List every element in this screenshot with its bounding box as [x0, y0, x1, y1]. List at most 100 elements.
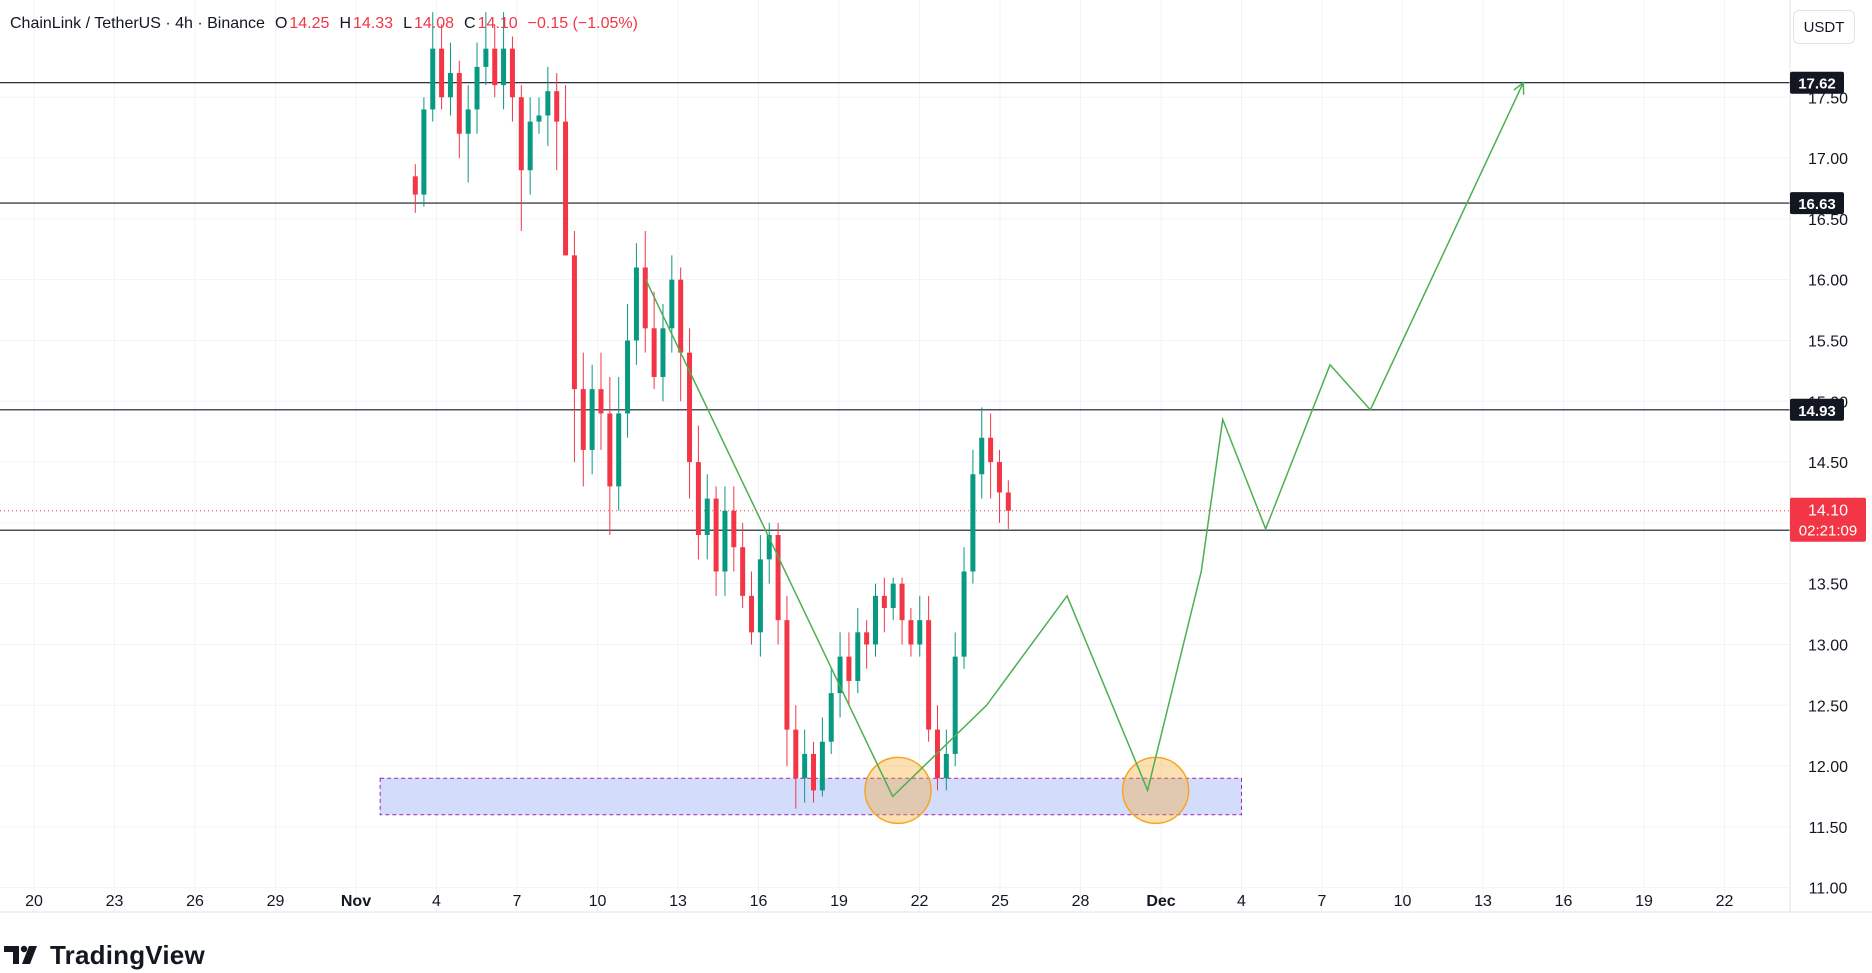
x-tick-label: 16 [1555, 893, 1573, 910]
candle-body [545, 91, 551, 116]
candle-body [731, 510, 737, 548]
candle [554, 72, 560, 171]
candle-body [1005, 492, 1011, 511]
candle-body [430, 48, 436, 110]
candle [979, 407, 985, 499]
price-chart[interactable]: 11.0011.5012.0012.5013.0013.5014.0014.50… [0, 0, 1872, 920]
candle-body [554, 91, 560, 122]
x-tick-label: 22 [911, 893, 929, 910]
candle [509, 36, 515, 122]
y-tick-label: 11.00 [1809, 881, 1848, 898]
open-value: 14.25 [289, 15, 330, 32]
brand-name: TradingView [50, 939, 205, 970]
candle [447, 42, 453, 116]
candle-body [890, 583, 896, 608]
x-tick-label: 13 [1474, 893, 1492, 910]
candle-body [952, 656, 958, 754]
support-zone [379, 777, 1242, 816]
x-tick-label: 19 [1635, 893, 1653, 910]
candle [492, 24, 498, 98]
candle-body [492, 48, 498, 86]
candle [545, 66, 551, 146]
candle-body [465, 109, 471, 134]
y-tick-label: 13.50 [1808, 577, 1848, 594]
candle [642, 231, 648, 353]
candle-body [864, 632, 870, 645]
candle-body [802, 753, 808, 779]
candle [846, 632, 852, 706]
candle-body [518, 97, 524, 171]
close-label: C [464, 15, 476, 32]
candle-body [660, 328, 666, 377]
candle [749, 571, 755, 645]
candle-body [881, 595, 887, 608]
candle-body [669, 279, 675, 329]
y-tick-label: 12.00 [1808, 759, 1848, 776]
candle [784, 595, 790, 767]
candle [430, 12, 436, 122]
y-tick-label: 14.50 [1808, 455, 1848, 472]
candle-body [828, 693, 834, 742]
x-tick-label: 26 [186, 893, 204, 910]
candle-body [607, 413, 613, 487]
level-price-tag: 14.93 [1790, 398, 1844, 421]
candle-body [775, 535, 781, 621]
candle [527, 97, 533, 195]
candle-body [642, 267, 648, 329]
candle [899, 577, 905, 645]
candle [731, 486, 737, 572]
candle [1005, 480, 1011, 529]
low-label: L [403, 15, 412, 32]
candle [881, 577, 887, 633]
candle-body [421, 109, 427, 195]
x-tick-label: 10 [589, 893, 607, 910]
candle-body [483, 48, 489, 67]
candle-body [979, 437, 985, 475]
candle-body [456, 72, 462, 134]
current-price-text: 14.10 [1808, 503, 1848, 520]
candle [571, 231, 577, 463]
candle [970, 449, 976, 584]
candle [625, 304, 631, 438]
y-tick-label: 15.50 [1808, 333, 1848, 350]
level-tag-text: 17.62 [1798, 76, 1836, 93]
candle [704, 474, 710, 560]
projection-arrow-head [1513, 81, 1525, 95]
change-value: −0.15 (−1.05%) [527, 15, 638, 32]
candle [607, 376, 613, 536]
currency-button[interactable]: USDT [1793, 10, 1855, 44]
candle-body [749, 595, 755, 633]
x-tick-label: 29 [267, 893, 285, 910]
candle-body [447, 72, 453, 98]
candle-body [501, 48, 507, 86]
candle-body [855, 632, 861, 681]
candle [563, 85, 569, 256]
candle-body [474, 66, 480, 110]
candle [740, 522, 746, 608]
candle [996, 449, 1002, 523]
close-value: 14.10 [477, 15, 518, 32]
y-tick-label: 17.50 [1808, 90, 1848, 107]
candle [722, 486, 728, 596]
bottom-circle [1121, 756, 1190, 825]
y-tick-label: 11.50 [1809, 820, 1848, 837]
x-tick-label: 10 [1394, 893, 1412, 910]
candle-body [580, 389, 586, 450]
candle-body [917, 620, 923, 645]
candle [828, 668, 834, 754]
candle-body [784, 620, 790, 730]
current-price-tag: 14.10 02:21:09 [1790, 497, 1866, 542]
candle [793, 705, 799, 809]
chart-area[interactable]: 11.0011.5012.0012.5013.0013.5014.0014.50… [0, 0, 1872, 920]
x-tick-label: Dec [1146, 893, 1175, 910]
candle [811, 741, 817, 803]
candle [757, 535, 763, 657]
candle [456, 60, 462, 159]
candle [988, 413, 994, 499]
candle [687, 328, 693, 499]
candle [412, 164, 418, 213]
candle [439, 24, 445, 110]
candle-body [687, 352, 693, 463]
candle-body [412, 176, 418, 195]
level-tag-box [1790, 192, 1844, 215]
